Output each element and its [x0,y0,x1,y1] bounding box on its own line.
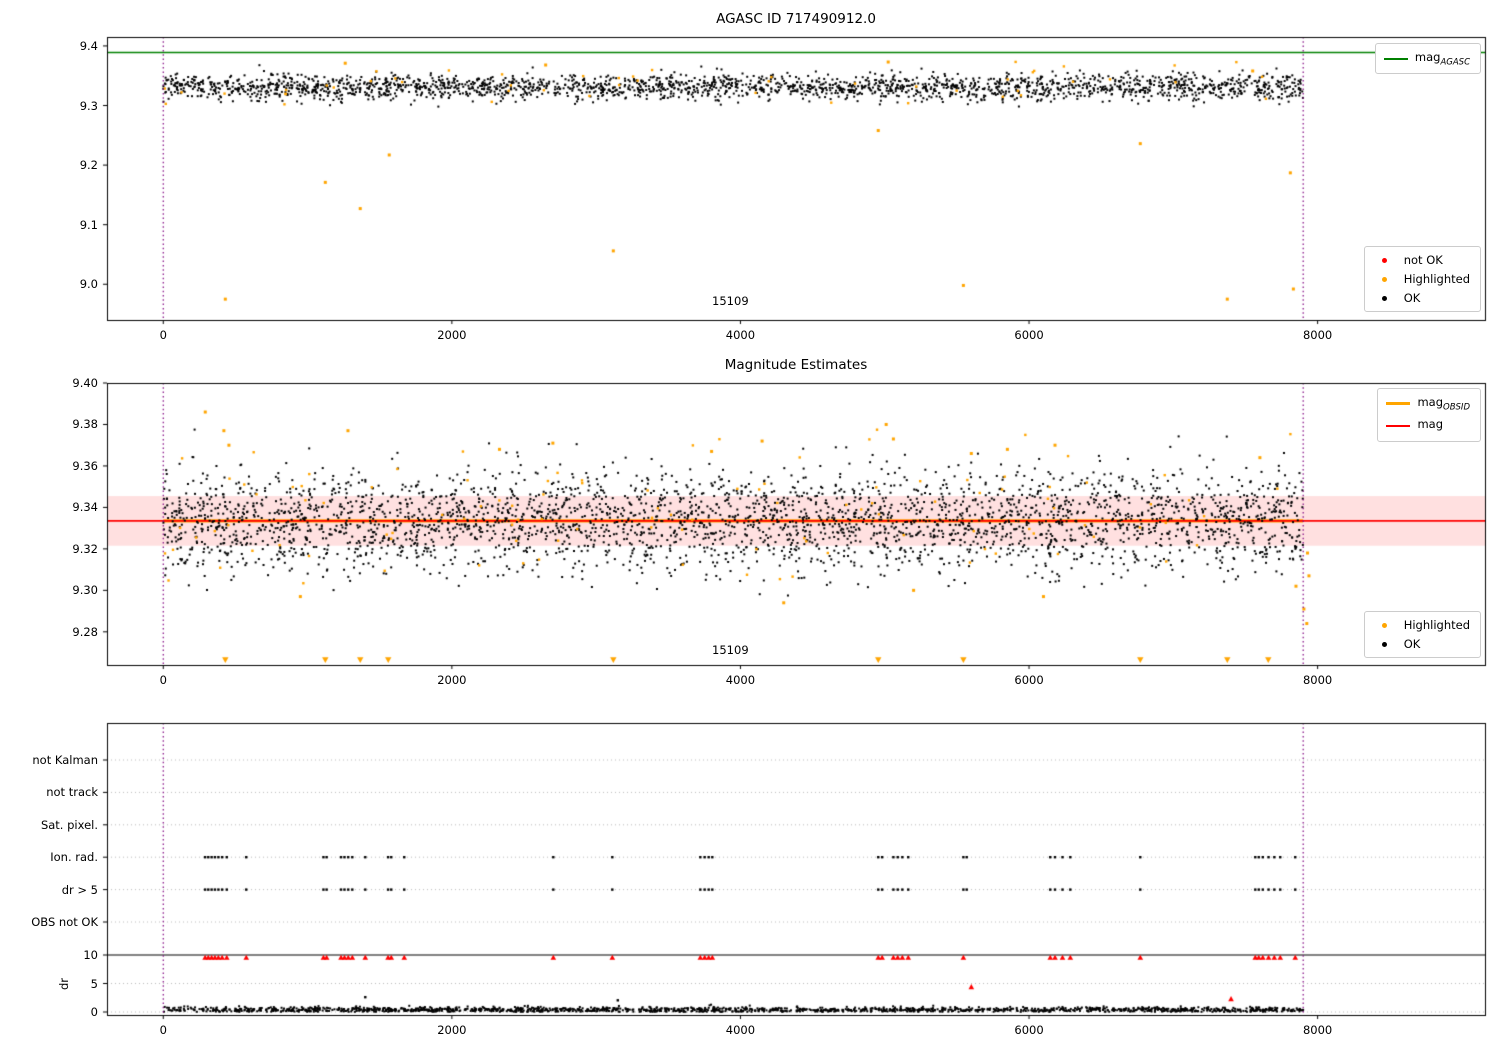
plot1-xtick-1: 2000 [437,328,467,342]
legend-item-highlighted: Highlighted [1373,618,1470,632]
plot2-ytick-0: 9.28 [72,624,98,639]
plot2-ytick-3: 9.34 [72,500,98,515]
plot3-drtick-1: 5 [90,976,98,991]
legend-item-highlighted: Highlighted [1373,272,1470,286]
legend-label-mag-agasc: magAGASC [1415,50,1470,67]
plot2-title: Magnitude Estimates [724,357,868,373]
legend-label-sub: AGASC [1440,57,1470,68]
plot3-xtick-2: 4000 [725,1023,756,1037]
plot2-ytick-1: 9.30 [72,583,98,598]
legend-sample-wrap [1373,276,1397,282]
legend-label-main: mag [1417,417,1444,432]
plot1-legend-markers: not OK Highlighted OK [1363,246,1481,312]
legend-sample-wrap [1373,257,1397,263]
legend-label-mag: mag [1417,417,1443,434]
legend-label-not-ok: not OK [1403,253,1443,267]
plot1-obsid-annotation: 15109 [712,294,749,308]
plot1-ytick-1: 9.1 [79,217,98,232]
mag-line-sample [1386,424,1411,427]
plot2-ytick-5: 9.38 [72,417,98,432]
plot2-xtick-3: 6000 [1014,673,1044,687]
legend-label-highlighted: Highlighted [1403,618,1470,632]
plot1-ytick-2: 9.2 [79,158,98,173]
plot2-legend-markers: Highlighted OK [1363,611,1481,658]
legend-sample-wrap [1386,424,1411,427]
ok-marker-sample [1382,295,1388,301]
mag-obsid-line-sample [1386,402,1411,406]
plot3-category-2: Sat. pixel. [40,817,98,832]
legend-item-ok: OK [1373,291,1470,305]
plot1-xtick-3: 6000 [1014,328,1044,342]
ok-marker-sample [1382,641,1388,647]
plot2-ytick-6: 9.40 [72,376,98,390]
plot2-ytick-2: 9.32 [72,541,98,556]
legend-sample-wrap [1373,295,1397,301]
legend-item-mag-obsid: magOBSID [1386,395,1470,412]
plot3-drtick-2: 0 [90,1005,98,1019]
plot3-xtick-3: 6000 [1014,1023,1044,1037]
plot1-xtick-0: 0 [159,328,167,342]
plot1-ytick-0: 9.0 [79,277,98,292]
legend-sample-wrap [1386,402,1411,406]
legend-sample-wrap [1373,641,1397,647]
plot2-xtick-0: 0 [159,673,167,687]
legend-item-mag: mag [1386,417,1470,434]
plot1-ytick-3: 9.3 [79,98,98,113]
plot2-ytick-4: 9.36 [72,458,98,473]
plot3-xtick-4: 8000 [1302,1023,1333,1037]
highlighted-marker-sample [1382,276,1388,282]
highlighted-marker-sample [1382,622,1388,628]
plot1-title: AGASC ID 717490912.0 [716,11,876,27]
legend-sample-wrap [1373,622,1397,628]
plot3-category-0: not Kalman [32,753,98,767]
plot3-xtick-0: 0 [159,1023,167,1037]
plot3-drtick-0: 10 [83,948,98,962]
plot3-category-1: not track [46,785,98,800]
mag-agasc-line-sample [1383,57,1408,60]
plot1-xtick-2: 4000 [725,328,756,342]
plot2-xtick-4: 8000 [1302,673,1333,687]
legend-label-mag-obsid: magOBSID [1417,395,1470,412]
legend-label-highlighted: Highlighted [1403,272,1470,286]
legend-label-main: mag [1414,50,1441,64]
not-ok-marker-sample [1382,257,1388,263]
plot2-legend-lines: magOBSID mag [1377,388,1481,442]
legend-sample-wrap [1383,57,1408,60]
plot1-ytick-4: 9.4 [79,38,98,53]
legend-label-ok: OK [1403,291,1421,305]
plot2-xtick-2: 4000 [725,673,756,687]
plot3-ylabel-dr: dr [57,977,71,991]
plot1-legend-lines: magAGASC [1374,43,1481,75]
legend-item-not-ok: not OK [1373,253,1470,267]
plot3-category-5: OBS not OK [31,915,98,929]
legend-item-ok: OK [1373,637,1470,651]
legend-label-sub: OBSID [1443,402,1470,413]
plot2-xtick-1: 2000 [437,673,467,687]
plot2-obsid-annotation: 15109 [712,643,749,657]
plot3-category-4: dr > 5 [61,882,98,897]
legend-item-mag-agasc: magAGASC [1383,50,1470,67]
legend-label-main: mag [1417,395,1444,409]
plot3-xtick-1: 2000 [437,1023,467,1037]
legend-label-ok: OK [1403,637,1421,651]
plot1-xtick-4: 8000 [1302,328,1333,342]
plot3-category-3: Ion. rad. [50,850,98,865]
